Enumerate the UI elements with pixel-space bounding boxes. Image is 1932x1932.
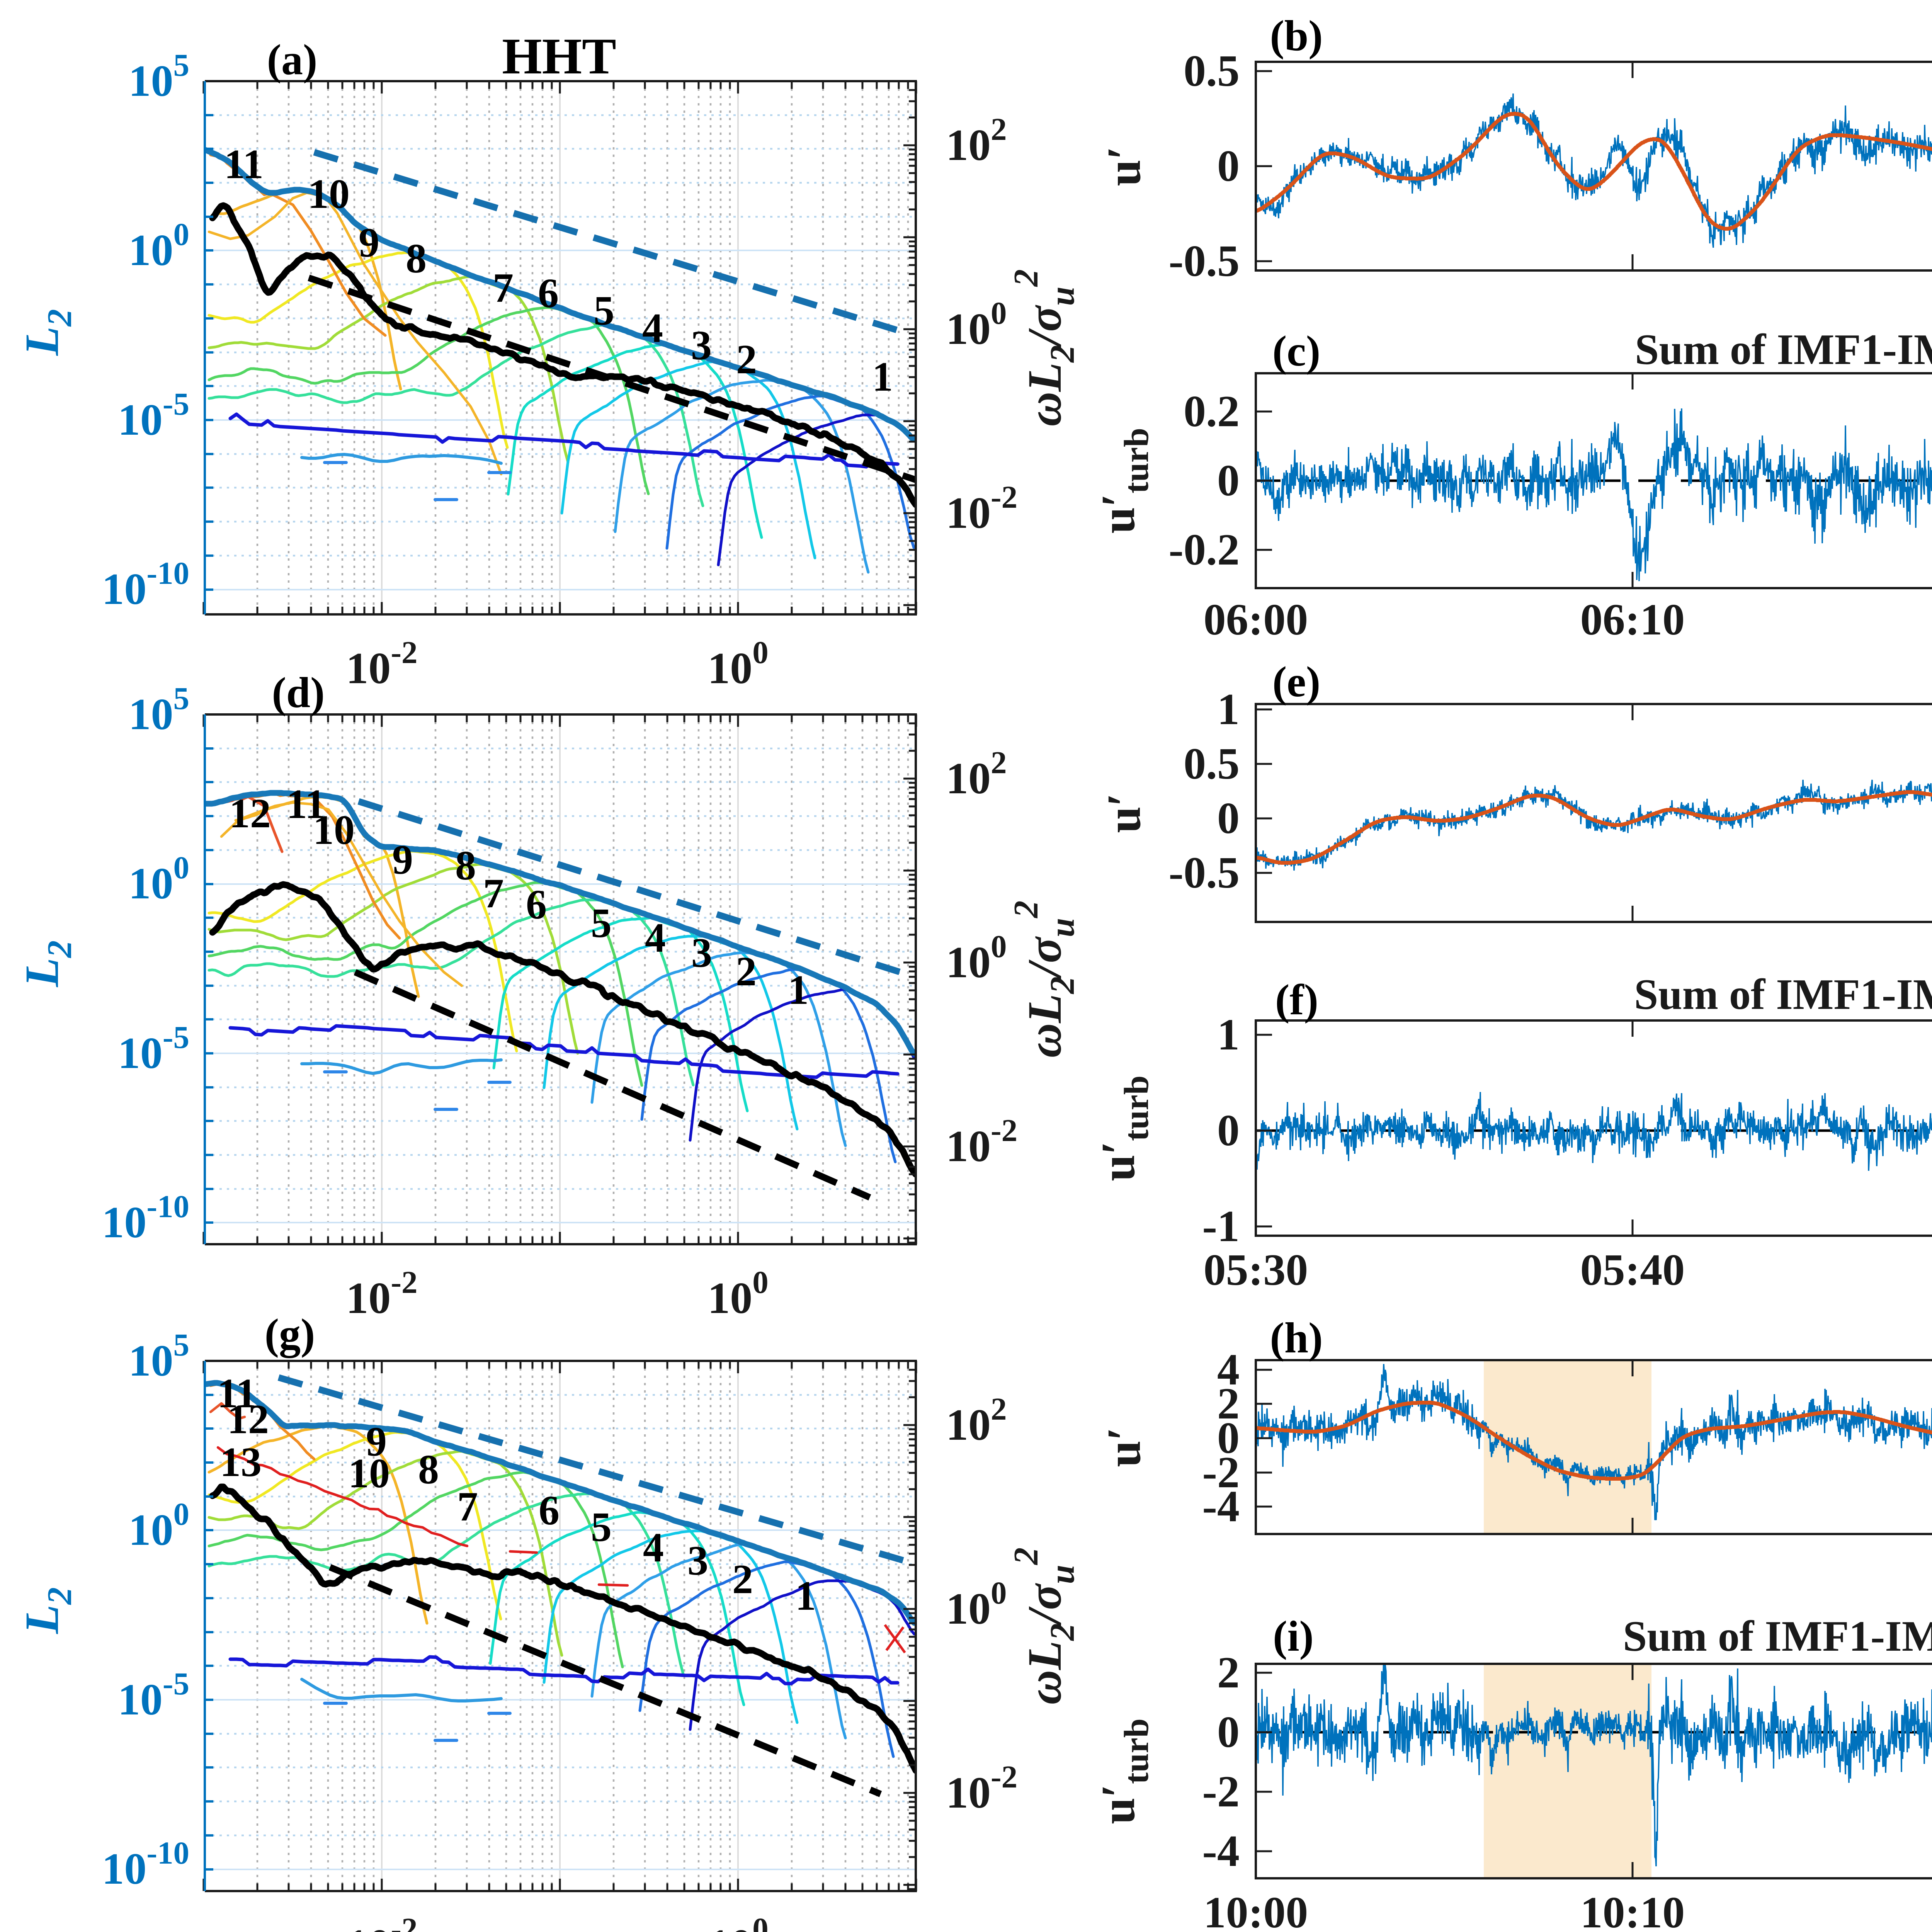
svg-text:HHT: HHT [502,27,616,85]
svg-text:-0.5: -0.5 [1168,236,1240,286]
svg-text:(f): (f) [1275,976,1318,1024]
svg-text:(b): (b) [1270,12,1323,60]
svg-text:-2: -2 [1202,1448,1240,1497]
svg-text:4: 4 [1217,1345,1240,1395]
svg-text:-1: -1 [1202,1202,1240,1251]
svg-text:2: 2 [732,1556,753,1602]
svg-text:2: 2 [1217,1379,1240,1429]
svg-text:-0.5: -0.5 [1168,848,1240,898]
svg-text:05:40: 05:40 [1580,1245,1685,1295]
svg-text:(e): (e) [1272,658,1320,706]
svg-text:12: 12 [229,791,271,837]
svg-text:7: 7 [493,265,514,311]
svg-text:3: 3 [687,1538,708,1584]
svg-text:7: 7 [457,1484,478,1530]
svg-text:11: 11 [224,141,264,187]
svg-text:10-5: 10-5 [118,1019,189,1078]
svg-text:4: 4 [642,305,663,351]
svg-text:12: 12 [227,1396,269,1442]
svg-text:-4: -4 [1202,1482,1240,1531]
svg-text:0: 0 [1217,456,1240,505]
svg-text:Sum of IMF1-IMF9: Sum of IMF1-IMF9 [1635,326,1932,374]
svg-text:2: 2 [736,949,757,995]
svg-text:8: 8 [406,236,427,282]
svg-text:-4: -4 [1202,1827,1240,1876]
svg-text:0.5: 0.5 [1184,739,1240,789]
svg-text:u′: u′ [1097,1427,1150,1467]
svg-text:u′: u′ [1097,793,1150,833]
svg-text:(a): (a) [267,36,318,84]
svg-text:4: 4 [645,915,666,961]
svg-text:0: 0 [1217,141,1240,191]
svg-text:5: 5 [591,900,612,946]
svg-text:100: 100 [129,216,190,275]
svg-text:-2: -2 [1202,1767,1240,1816]
svg-text:9: 9 [366,1419,387,1465]
svg-text:10:10: 10:10 [1580,1888,1685,1932]
svg-text:10: 10 [308,171,350,217]
svg-text:10: 10 [313,807,355,853]
svg-text:13: 13 [220,1439,262,1485]
svg-text:10-10: 10-10 [102,1189,189,1247]
svg-text:0.5: 0.5 [1184,46,1240,96]
svg-text:u′: u′ [1097,146,1150,186]
svg-text:0.2: 0.2 [1184,387,1240,436]
svg-text:-0.2: -0.2 [1168,525,1240,575]
svg-text:0: 0 [1217,1413,1240,1463]
svg-text:5: 5 [594,288,614,334]
svg-text:1: 1 [872,354,893,400]
svg-text:(d): (d) [272,669,325,717]
svg-text:1: 1 [1217,685,1240,734]
svg-text:2: 2 [736,337,757,383]
svg-text:06:10: 06:10 [1580,595,1685,645]
svg-text:11: 11 [286,781,326,827]
svg-text:1: 1 [788,967,809,1013]
svg-text:L2: L2 [15,1587,79,1634]
svg-text:6: 6 [538,270,559,316]
svg-text:06:00: 06:00 [1204,595,1308,645]
svg-text:(c): (c) [1272,327,1320,375]
svg-text:6: 6 [539,1488,560,1534]
svg-text:7: 7 [483,871,504,917]
svg-text:2: 2 [1217,1648,1240,1697]
svg-text:5: 5 [591,1504,612,1550]
svg-text:10:00: 10:00 [1204,1888,1308,1932]
svg-text:4: 4 [643,1525,664,1571]
svg-text:10-10: 10-10 [102,1835,189,1894]
svg-text:11: 11 [217,1371,257,1417]
svg-text:Sum of IMF1-IMF10: Sum of IMF1-IMF10 [1623,1612,1932,1660]
svg-text:8: 8 [418,1447,439,1493]
svg-text:6: 6 [526,882,547,928]
svg-text:1: 1 [795,1573,816,1619]
svg-text:(i): (i) [1273,1612,1314,1660]
svg-text:05:30: 05:30 [1204,1245,1308,1295]
svg-text:9: 9 [359,220,379,266]
svg-text:0: 0 [1217,1708,1240,1757]
svg-text:9: 9 [392,837,413,883]
svg-text:3: 3 [691,323,712,369]
svg-text:10-5: 10-5 [118,1666,189,1725]
svg-text:10: 10 [348,1451,390,1497]
svg-text:3: 3 [691,930,712,976]
svg-text:(g): (g) [265,1310,315,1358]
svg-text:Sum of IMF1-IMF9: Sum of IMF1-IMF9 [1634,971,1932,1019]
svg-text:1: 1 [1217,1010,1240,1060]
svg-text:(h): (h) [1270,1314,1323,1362]
svg-text:8: 8 [455,843,476,889]
svg-text:0: 0 [1217,1106,1240,1155]
svg-text:0: 0 [1217,794,1240,843]
